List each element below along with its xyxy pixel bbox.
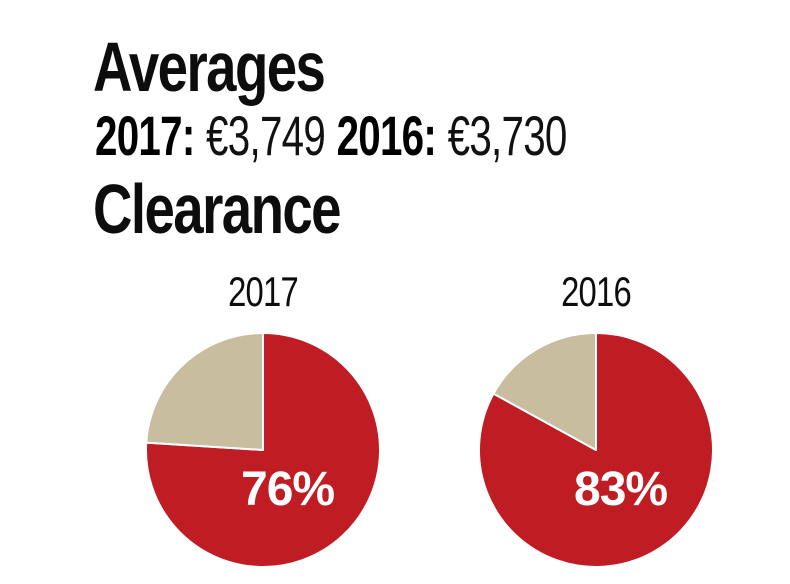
- avg-2017-value: €3,749: [206, 104, 326, 167]
- pie-2016-year-label: 2016: [561, 268, 632, 315]
- averages-values-line: 2017: €3,749 2016: €3,730: [95, 108, 567, 164]
- pie-chart-2016: 2016 83%: [476, 270, 716, 570]
- pie-2017-year-label: 2017: [228, 268, 299, 315]
- pie-slice: [145, 332, 264, 451]
- pie-percent-label: 83%: [574, 463, 667, 516]
- avg-2017-label: 2017:: [95, 104, 195, 167]
- pie-slice: [145, 332, 381, 568]
- avg-2016-value: €3,730: [447, 104, 568, 167]
- pie-slice: [492, 332, 597, 451]
- averages-title: Averages: [93, 28, 326, 106]
- pie-2017-graphic: 76%: [145, 332, 381, 568]
- pie-percent-label: 76%: [241, 463, 334, 516]
- avg-2016-label: 2016:: [336, 104, 437, 167]
- clearance-title: Clearance: [93, 170, 342, 248]
- pie-2016-graphic: 83%: [478, 332, 714, 568]
- pie-chart-2017: 2017 76%: [143, 270, 383, 570]
